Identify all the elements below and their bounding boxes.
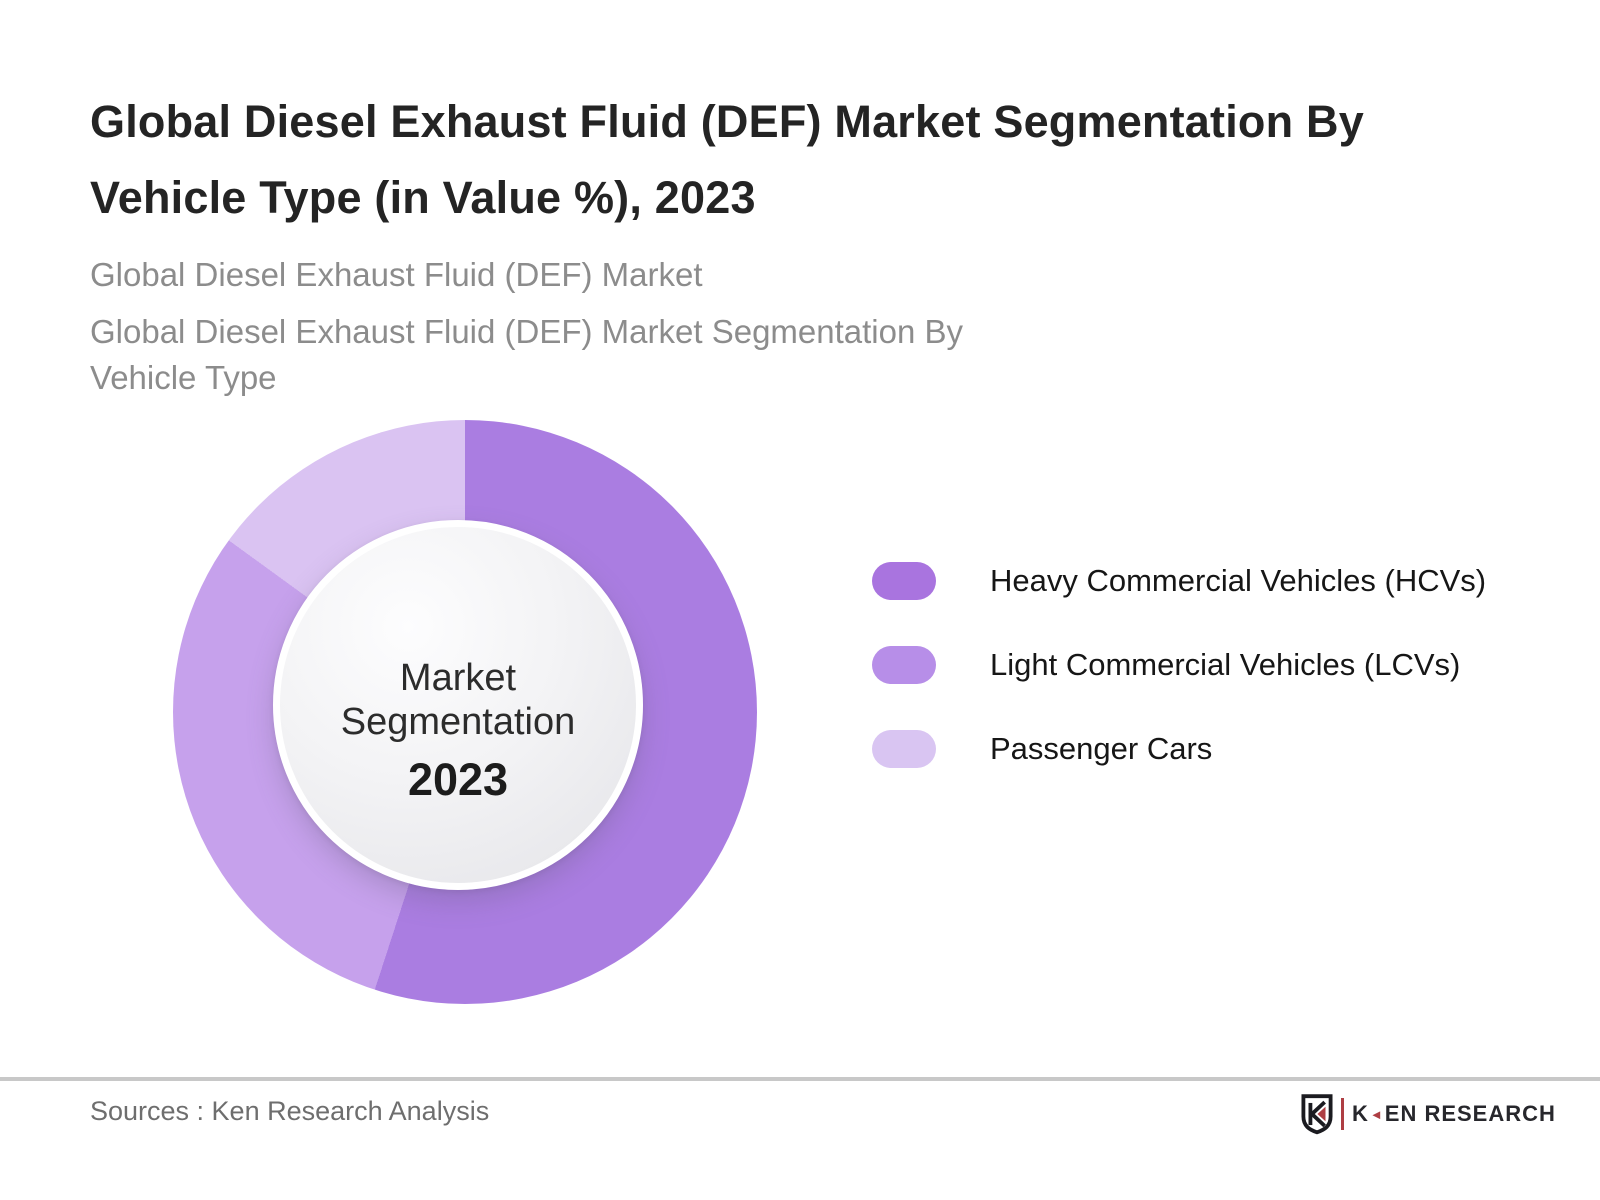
legend-swatch xyxy=(872,730,936,768)
chart-legend: Heavy Commercial Vehicles (HCVs) Light C… xyxy=(872,562,1486,814)
brand-wordmark: K ◄ EN RESEARCH xyxy=(1352,1101,1556,1127)
brand-rest: EN RESEARCH xyxy=(1384,1101,1556,1126)
page-title-line-1: Global Diesel Exhaust Fluid (DEF) Market… xyxy=(90,96,1364,147)
donut-center-text: Market Segmentation 2023 xyxy=(280,656,636,806)
brand-letter-k: K xyxy=(1352,1101,1369,1126)
subtitle-market: Global Diesel Exhaust Fluid (DEF) Market xyxy=(90,256,703,293)
donut-chart: Market Segmentation 2023 xyxy=(173,420,757,1004)
legend-swatch xyxy=(872,562,936,600)
footer-divider xyxy=(0,1077,1600,1081)
subtitle-segmentation-line-2: Vehicle Type xyxy=(90,359,277,396)
page-title: Global Diesel Exhaust Fluid (DEF) Market… xyxy=(90,84,1364,236)
page-title-line-2: Vehicle Type (in Value %), 2023 xyxy=(90,172,756,223)
subtitle-block: Global Diesel Exhaust Fluid (DEF) Market… xyxy=(90,252,963,401)
legend-label: Passenger Cars xyxy=(990,731,1213,766)
legend-item: Passenger Cars xyxy=(872,730,1486,768)
brand-divider-bar xyxy=(1341,1098,1344,1130)
donut-center-label: Market Segmentation xyxy=(340,657,576,743)
ken-research-shield-icon xyxy=(1301,1094,1333,1135)
legend-item: Heavy Commercial Vehicles (HCVs) xyxy=(872,562,1486,600)
donut-center: Market Segmentation 2023 xyxy=(273,520,643,890)
legend-item: Light Commercial Vehicles (LCVs) xyxy=(872,646,1486,684)
legend-swatch xyxy=(872,646,936,684)
sources-text: Sources : Ken Research Analysis xyxy=(90,1096,490,1126)
legend-label: Heavy Commercial Vehicles (HCVs) xyxy=(990,563,1487,598)
donut-center-year: 2023 xyxy=(407,754,509,805)
brand-arrow-icon: ◄ xyxy=(1369,1106,1384,1122)
subtitle-segmentation-line-1: Global Diesel Exhaust Fluid (DEF) Market… xyxy=(90,313,964,350)
legend-label: Light Commercial Vehicles (LCVs) xyxy=(990,647,1461,682)
ken-research-logo: K ◄ EN RESEARCH xyxy=(1300,1092,1556,1136)
